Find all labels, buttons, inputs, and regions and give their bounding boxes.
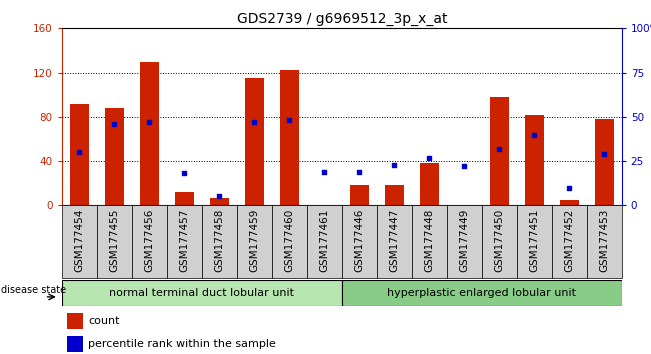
Bar — [594, 119, 614, 205]
Text: disease state: disease state — [1, 285, 66, 295]
Bar — [97, 205, 132, 278]
Point — [284, 118, 294, 123]
Bar — [525, 115, 544, 205]
Text: normal terminal duct lobular unit: normal terminal duct lobular unit — [109, 288, 294, 298]
Bar — [174, 192, 194, 205]
Bar — [342, 205, 377, 278]
Bar — [210, 198, 229, 205]
Bar — [517, 205, 551, 278]
Bar — [140, 62, 159, 205]
Bar — [105, 108, 124, 205]
Bar — [385, 185, 404, 205]
Text: hyperplastic enlarged lobular unit: hyperplastic enlarged lobular unit — [387, 288, 576, 298]
Bar — [280, 70, 299, 205]
Text: GSM177449: GSM177449 — [459, 209, 469, 272]
Point — [74, 149, 85, 155]
Bar — [271, 205, 307, 278]
Bar — [132, 205, 167, 278]
Bar — [70, 104, 89, 205]
Bar — [447, 205, 482, 278]
Text: GSM177451: GSM177451 — [529, 209, 539, 272]
Bar — [350, 185, 369, 205]
Point — [144, 119, 154, 125]
Bar — [62, 280, 342, 306]
Bar — [587, 205, 622, 278]
Bar — [420, 163, 439, 205]
Text: GSM177456: GSM177456 — [145, 209, 154, 272]
Point — [179, 171, 189, 176]
Bar — [377, 205, 411, 278]
Text: GSM177458: GSM177458 — [214, 209, 225, 272]
Bar — [482, 205, 517, 278]
Bar — [202, 205, 237, 278]
Text: GSM177454: GSM177454 — [74, 209, 85, 272]
Bar — [245, 78, 264, 205]
Text: GSM177446: GSM177446 — [354, 209, 365, 272]
Point — [389, 162, 400, 167]
Point — [249, 119, 260, 125]
Point — [424, 155, 434, 160]
Text: GSM177459: GSM177459 — [249, 209, 259, 272]
Bar — [411, 205, 447, 278]
Text: GSM177450: GSM177450 — [494, 209, 505, 272]
Bar — [307, 205, 342, 278]
Text: GSM177448: GSM177448 — [424, 209, 434, 272]
Bar — [167, 205, 202, 278]
Bar — [62, 205, 97, 278]
Text: GSM177455: GSM177455 — [109, 209, 119, 272]
Bar — [68, 336, 83, 352]
Text: GSM177460: GSM177460 — [284, 209, 294, 272]
Bar — [68, 313, 83, 329]
Bar — [237, 205, 271, 278]
Text: GSM177453: GSM177453 — [599, 209, 609, 272]
Point — [599, 151, 609, 157]
Bar — [551, 205, 587, 278]
Text: GSM177452: GSM177452 — [564, 209, 574, 272]
Title: GDS2739 / g6969512_3p_x_at: GDS2739 / g6969512_3p_x_at — [236, 12, 447, 26]
Point — [109, 121, 120, 127]
Point — [354, 169, 365, 175]
Bar — [490, 97, 509, 205]
Text: percentile rank within the sample: percentile rank within the sample — [88, 339, 276, 349]
Point — [494, 146, 505, 152]
Point — [319, 169, 329, 175]
Bar — [560, 200, 579, 205]
Text: GSM177457: GSM177457 — [179, 209, 189, 272]
Text: GSM177447: GSM177447 — [389, 209, 399, 272]
Point — [529, 132, 540, 137]
Point — [459, 164, 469, 169]
Point — [214, 194, 225, 199]
Text: GSM177461: GSM177461 — [319, 209, 329, 272]
Point — [564, 185, 574, 190]
Text: count: count — [88, 316, 120, 326]
Bar — [342, 280, 622, 306]
